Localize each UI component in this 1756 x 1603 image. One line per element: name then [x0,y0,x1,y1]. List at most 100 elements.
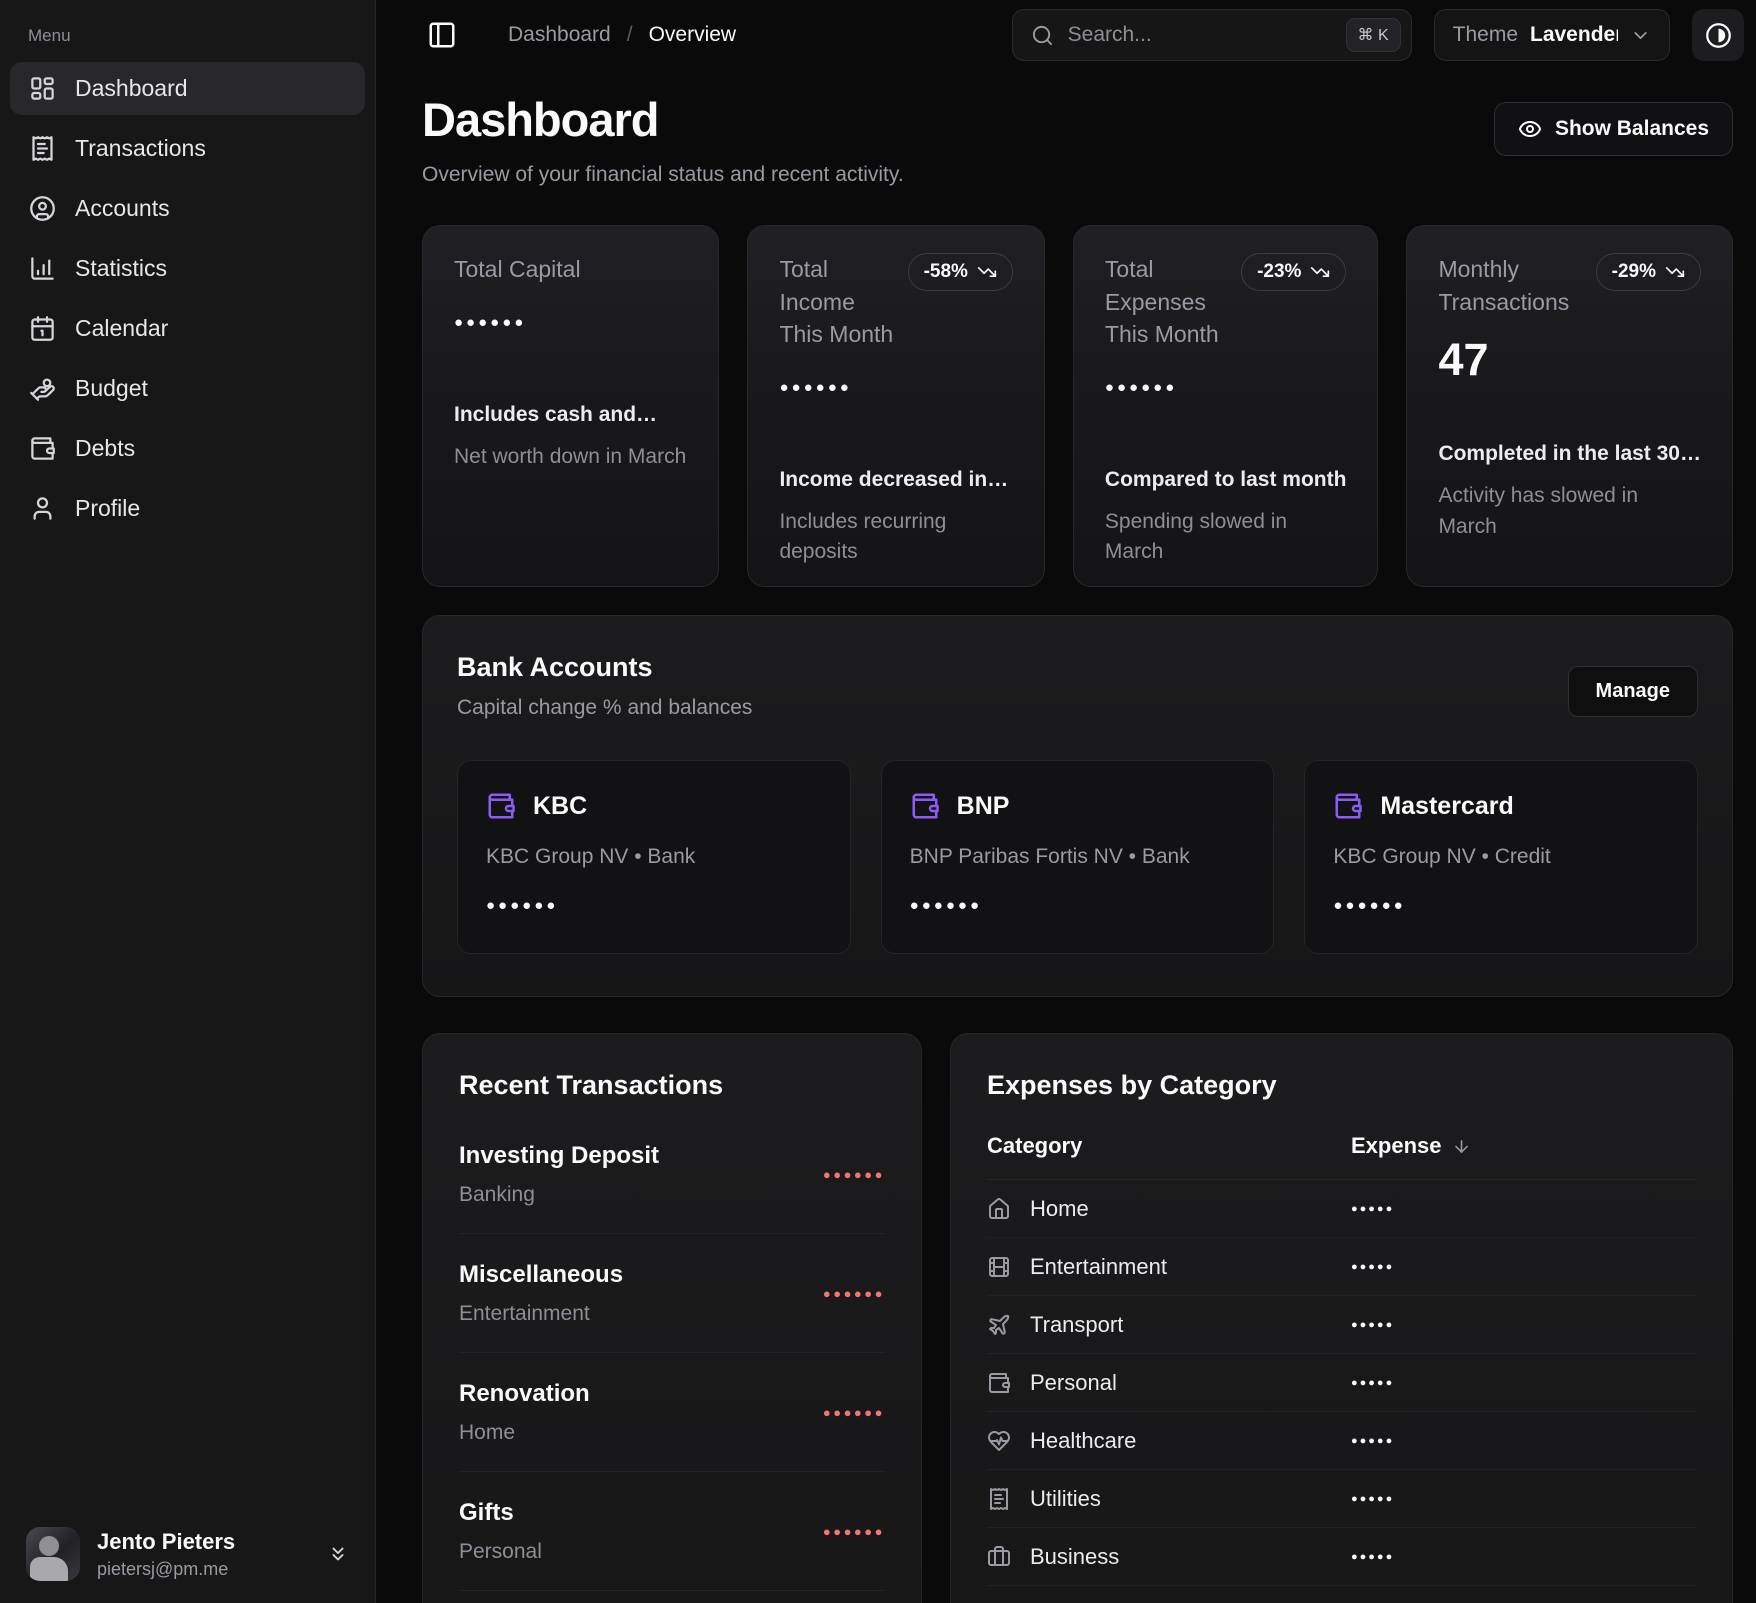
sidebar-item-label: Calendar [75,315,169,341]
transaction-name: Renovation [459,1380,590,1407]
transaction-category: Banking [459,1183,535,1206]
show-balances-label: Show Balances [1554,117,1709,140]
column-header-expense[interactable]: Expense [1351,1133,1696,1159]
search-box[interactable]: ⌘ K [1011,9,1412,61]
stat-card-monthly-transactions: Monthly Transactions -29% 47 Completed i… [1406,225,1733,587]
account-detail: KBC Group NV • Bank [486,845,696,868]
sidebar-item-transactions[interactable]: Transactions [10,122,365,175]
house-icon [987,1197,1011,1221]
sidebar-item-accounts[interactable]: Accounts [10,182,365,235]
breadcrumb-parent[interactable]: Dashboard [508,23,611,46]
recent-transactions-title: Recent Transactions [459,1070,724,1100]
account-card-bnp[interactable]: BNP BNP Paribas Fortis NV • Bank ●●●●●● [880,760,1275,954]
sidebar-item-dashboard[interactable]: Dashboard [10,62,365,115]
wallet-icon [29,435,56,462]
transaction-row[interactable]: Miscellaneous Entertainment ●●●●●● [459,1234,885,1353]
wallet-icon [486,791,516,821]
sidebar-item-budget[interactable]: Budget [10,362,365,415]
search-input[interactable] [1067,23,1332,47]
table-row[interactable]: Healthcare ●●●●● [987,1412,1696,1470]
account-card-mastercard[interactable]: Mastercard KBC Group NV • Credit ●●●●●● [1304,760,1698,954]
table-row[interactable]: Home ●●●●● [987,1180,1696,1238]
account-name: Mastercard [1380,791,1514,820]
account-detail: BNP Paribas Fortis NV • Bank [909,845,1190,868]
table-row[interactable]: Utilities ●●●●● [987,1470,1696,1528]
show-balances-button[interactable]: Show Balances [1493,102,1733,156]
account-detail: KBC Group NV • Credit [1333,845,1551,868]
topbar: Dashboard / Overview ⌘ K Theme Lavender [376,0,1756,66]
stat-masked-value: ●●●●●● [454,313,527,331]
sidebar-item-label: Dashboard [75,75,188,101]
account-name: BNP [956,791,1010,820]
table-row[interactable]: Personal ●●●●● [987,1354,1696,1412]
transaction-row[interactable]: Renovation Home ●●●●●● [459,1353,885,1472]
page-title: Dashboard [422,93,659,146]
sidebar-item-label: Statistics [75,255,168,281]
stat-footer-note: Spending slowed in March [1104,509,1288,564]
manage-button[interactable]: Manage [1567,666,1698,717]
stat-label: Total Capital [454,256,581,282]
receipt-icon [987,1487,1011,1511]
trending-down-icon [1310,262,1330,282]
expenses-title: Expenses by Category [987,1070,1277,1100]
plane-icon [987,1313,1011,1337]
sidebar-toggle-button[interactable] [420,13,464,57]
table-row[interactable]: Transport ●●●●● [987,1296,1696,1354]
account-masked-balance: ●●●●●● [486,897,559,914]
breadcrumb: Dashboard / Overview [508,23,736,47]
table-row[interactable]: Business ●●●●● [987,1528,1696,1586]
category-name: Transport [1030,1311,1124,1337]
account-card-kbc[interactable]: KBC KBC Group NV • Bank ●●●●●● [457,760,851,954]
chevrons-down-icon[interactable] [327,1543,349,1565]
breadcrumb-current: Overview [648,23,737,46]
transaction-masked-amount: ●●●●●● [822,1167,885,1182]
transaction-masked-amount: ●●●●●● [822,1405,885,1420]
transaction-row[interactable]: Gifts Personal ●●●●●● [459,1472,885,1591]
avatar [26,1527,80,1581]
bank-accounts-subtitle: Capital change % and balances [457,696,753,719]
sidebar-item-label: Accounts [75,195,170,221]
main-area: Dashboard / Overview ⌘ K Theme Lavender [376,0,1756,1603]
sidebar-item-label: Transactions [75,135,206,161]
stat-footer-bold: Income decreased in… [779,467,1009,491]
stat-card-total-income: Total Income This Month -58% ●●●●●● Inco… [747,225,1045,587]
sidebar-item-label: Debts [75,435,136,461]
account-name: KBC [533,791,588,820]
calendar-icon [29,315,56,342]
heart-pulse-icon [987,1429,1011,1453]
theme-select[interactable]: Theme Lavender [1433,9,1670,61]
sidebar-item-calendar[interactable]: Calendar [10,302,365,355]
color-mode-button[interactable] [1692,9,1744,61]
user-email: pietersj@pm.me [97,1558,229,1579]
menu-label: Menu [28,26,71,45]
category-name: Entertainment [1030,1253,1167,1279]
badge-value: -23% [1257,261,1302,282]
expense-masked-value: ●●●●● [1351,1550,1395,1563]
transaction-row[interactable]: Investing Deposit Banking ●●●●●● [459,1115,885,1234]
transaction-category: Home [459,1421,516,1444]
transaction-row[interactable]: Miscellaneous Entertainment ●●●●●● [459,1591,885,1603]
user-name: Jento Pieters [97,1528,236,1554]
sidebar-item-profile[interactable]: Profile [10,482,365,535]
column-header-category[interactable]: Category [987,1133,1083,1158]
stat-label: Monthly Transactions [1438,256,1570,315]
breadcrumb-separator: / [626,23,633,46]
sidebar-item-statistics[interactable]: Statistics [10,242,365,295]
stat-label: Total Income This Month [779,256,894,348]
stat-number-value: 47 [1438,334,1489,386]
hand-coins-icon [29,375,56,402]
sidebar-item-debts[interactable]: Debts [10,422,365,475]
sidebar-nav: Dashboard Transactions Accounts Statisti… [0,62,375,535]
category-name: Business [1030,1543,1120,1569]
bank-accounts-title: Bank Accounts [457,652,653,682]
transaction-category: Entertainment [459,1302,590,1325]
expense-masked-value: ●●●●● [1351,1260,1395,1273]
expense-masked-value: ●●●●● [1351,1202,1395,1215]
user-card[interactable]: Jento Pieters pietersj@pm.me [0,1507,375,1603]
circle-user-icon [29,195,56,222]
stat-footer-note: Net worth down in March [454,444,687,468]
table-row[interactable]: Entertainment ●●●●● [987,1238,1696,1296]
stat-card-total-expenses: Total Expenses This Month -23% ●●●●●● Co… [1072,225,1379,587]
wallet-icon [910,791,940,821]
category-name: Utilities [1030,1485,1101,1511]
